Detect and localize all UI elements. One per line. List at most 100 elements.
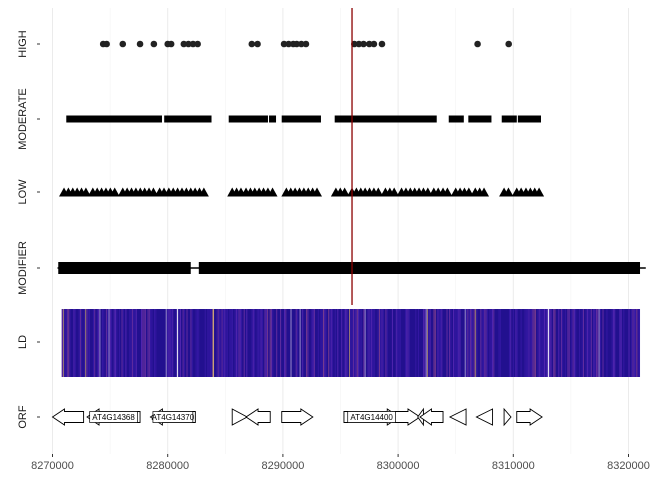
low-point [463, 187, 474, 197]
row-label-moderate: MODERATE [17, 88, 29, 150]
high-point [302, 40, 310, 48]
ld-stripe [614, 309, 616, 377]
ld-stripe [356, 309, 358, 377]
row-label-low: LOW [17, 179, 29, 205]
ld-stripe [631, 309, 633, 377]
x-axis: 8270000 8280000 8290000 8300000 8310000 83200… [31, 454, 650, 472]
ld-stripe [588, 309, 590, 377]
low-point [534, 187, 545, 197]
ld-stripe [489, 309, 491, 377]
ld-stripe [358, 309, 360, 377]
ld-stripe [583, 309, 585, 377]
moderate-point [94, 115, 102, 123]
moderate-point [301, 115, 309, 123]
moderate-point [184, 115, 192, 123]
ld-stripe [473, 309, 475, 377]
ld-stripe [251, 309, 253, 377]
ld-stripe [66, 309, 68, 377]
ld-stripe [484, 309, 486, 377]
ld-stripe [165, 309, 167, 377]
ld-stripe [516, 309, 518, 377]
ld-stripe [313, 309, 315, 377]
ld-stripe [311, 309, 313, 377]
moderate-point [429, 115, 437, 123]
orf-arrow [516, 408, 543, 426]
moderate-point [452, 115, 460, 123]
ld-stripe [638, 309, 640, 377]
ld-stripe [585, 309, 587, 377]
ld-stripe [538, 309, 540, 377]
ld-stripe [230, 309, 232, 377]
ld-stripe [324, 309, 326, 377]
ld-stripe [105, 309, 107, 377]
x-tick-label: 8320000 [607, 460, 650, 472]
orf-label: AT4G14400 [350, 413, 393, 422]
ld-stripe [109, 309, 111, 377]
ld-stripe [350, 309, 352, 377]
ld-stripe [99, 309, 101, 377]
ld-stripe [217, 309, 219, 377]
ld-stripe [299, 309, 301, 377]
ld-stripe [239, 309, 241, 377]
ld-stripe [130, 309, 132, 377]
high-point [150, 40, 158, 48]
ld-stripe [94, 309, 96, 377]
ld-stripe [550, 309, 552, 377]
ld-stripe [490, 309, 492, 377]
ld-stripe [122, 309, 124, 377]
moderate-point [305, 115, 313, 123]
ld-stripe [168, 309, 170, 377]
ld-stripe [209, 309, 211, 377]
ld-stripe [532, 309, 534, 377]
ld-stripe [558, 309, 560, 377]
ld-stripe [195, 309, 197, 377]
moderate-point [196, 115, 204, 123]
ld-stripe [408, 309, 410, 377]
ld-stripe [272, 309, 274, 377]
ld-stripe [453, 309, 455, 377]
ld-stripe [330, 309, 332, 377]
low-point [373, 187, 384, 197]
ld-stripe [594, 309, 596, 377]
high-point [285, 40, 292, 48]
moderate-point [256, 115, 264, 123]
ld-stripe [265, 309, 267, 377]
moderate-point [146, 115, 154, 123]
ld-stripe [191, 309, 193, 377]
moderate-point [356, 115, 364, 123]
moderate-point [172, 115, 180, 123]
ld-stripe [593, 309, 595, 377]
ld-stripe [633, 309, 635, 377]
moderate-point [448, 115, 456, 123]
ld-stripe [142, 309, 144, 377]
moderate-point [384, 115, 392, 123]
moderate-point [309, 115, 317, 123]
ld-stripe [575, 309, 577, 377]
row-labels: HIGH MODERATE LOW MODIFIER LD ORF [17, 30, 40, 429]
x-tick-label: 8270000 [31, 460, 74, 472]
ld-stripe [83, 309, 85, 377]
ld-stripe [341, 309, 343, 377]
ld-stripe [512, 309, 514, 377]
ld-stripe [549, 309, 551, 377]
ld-stripe [398, 309, 400, 377]
moderate-point [102, 115, 110, 123]
ld-stripe [381, 309, 383, 377]
ld-stripe [589, 309, 591, 377]
ld-stripe [363, 309, 365, 377]
ld-stripe [276, 309, 278, 377]
ld-stripe [297, 309, 299, 377]
ld-stripe [359, 309, 361, 377]
ld-stripe [368, 309, 370, 377]
ld-stripe [438, 309, 440, 377]
moderate-point [244, 115, 252, 123]
ld-stripe [441, 309, 443, 377]
ld-stripe [515, 309, 517, 377]
ld-stripe [307, 309, 309, 377]
ld-stripe [508, 309, 510, 377]
high-point [366, 40, 373, 48]
ld-stripe [256, 309, 258, 377]
moderate-point [334, 115, 342, 123]
ld-stripe [238, 309, 240, 377]
